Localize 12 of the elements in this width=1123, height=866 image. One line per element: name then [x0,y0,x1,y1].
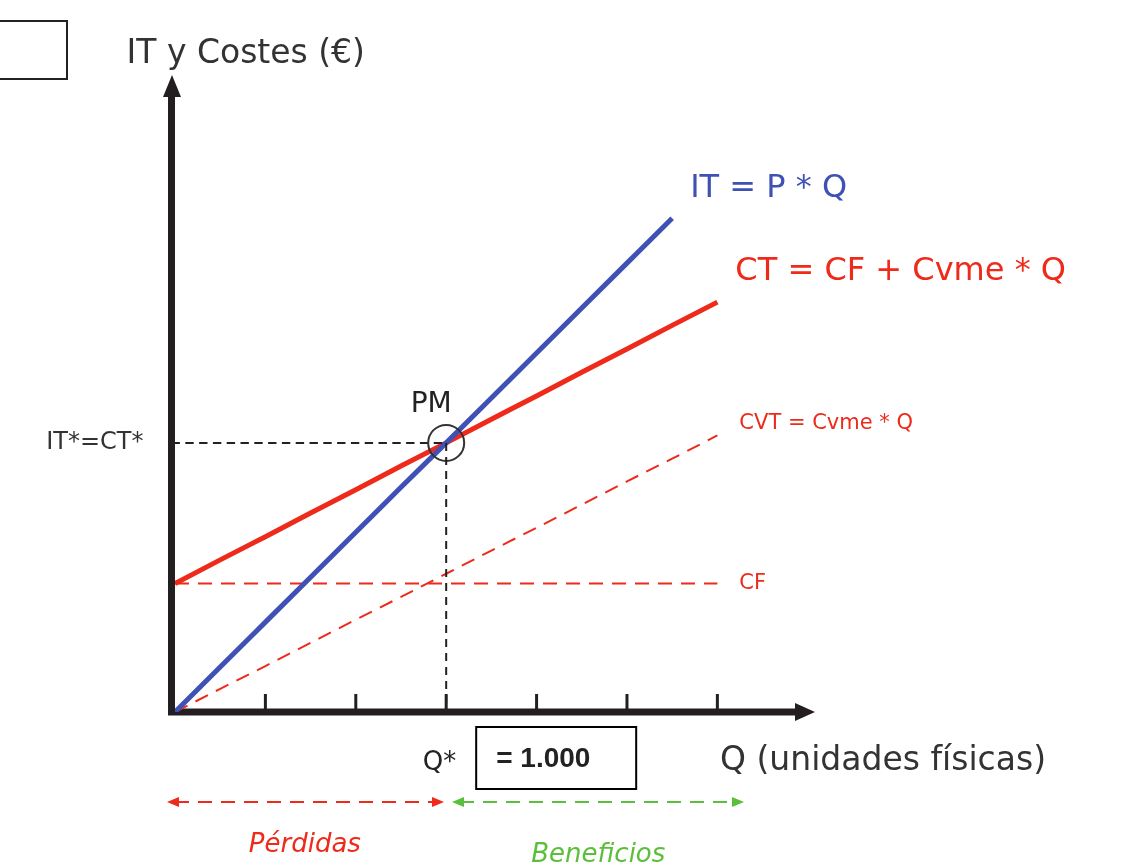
series-label: IT = P * Q [690,166,848,205]
text: Q* [422,745,457,776]
text: = 1.000 [496,741,591,773]
series-label: CT = CF + Cvme * Q [735,250,1066,289]
series-label: CF [739,570,767,595]
y-axis-title: IT y Costes (€) [126,32,365,71]
ref-line-label: IT*=CT* [46,427,144,456]
series-label: CVT = Cvme * Q [739,409,914,434]
annotation: PM [410,386,452,420]
text: Beneficios [531,837,666,866]
text: Pérdidas [248,827,361,858]
x-axis-title: Q (unidades físicas) [720,739,1047,778]
